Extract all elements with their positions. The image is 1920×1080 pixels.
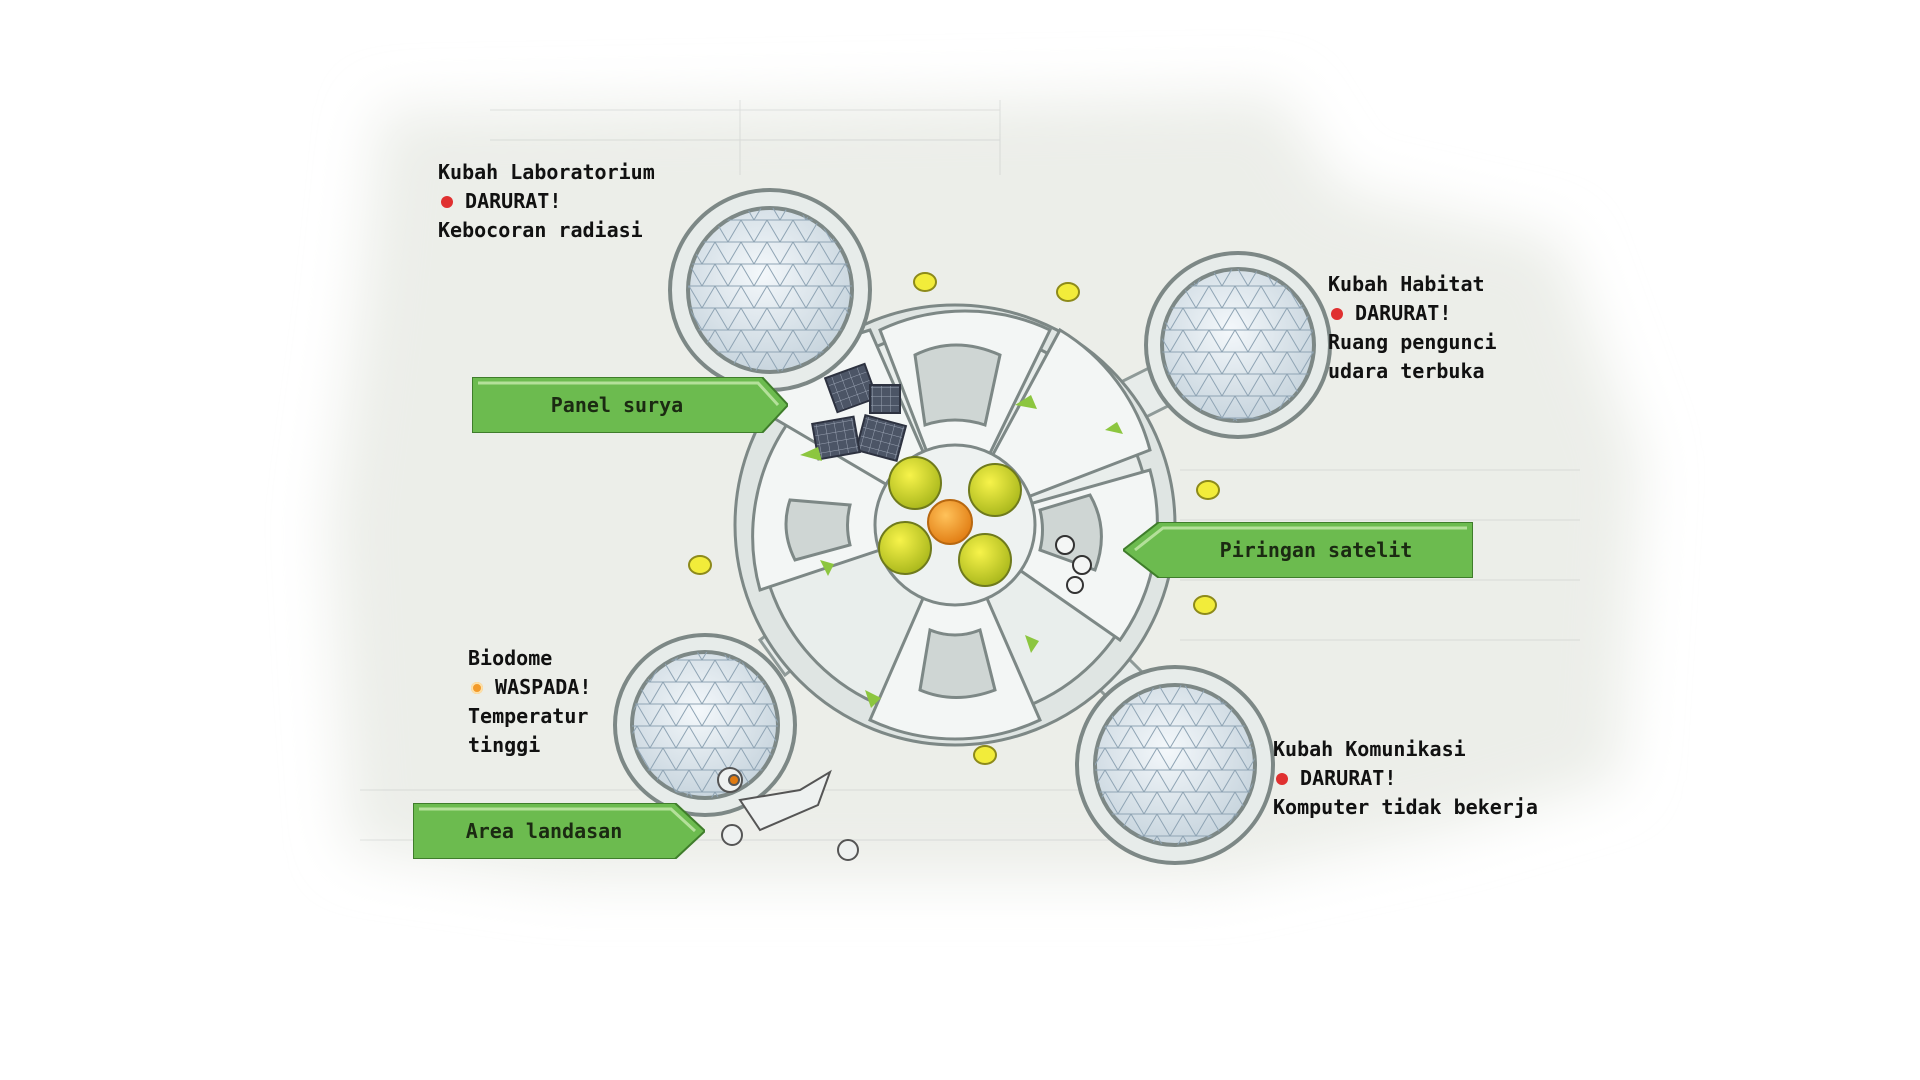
communication-title: Kubah Komunikasi xyxy=(1273,737,1466,761)
dome-biodome xyxy=(613,633,797,817)
biodome-detail-1: Temperatur xyxy=(468,704,589,728)
callout-solar-panel-label: Panel surya xyxy=(550,393,684,417)
laboratory-detail-1: Kebocoran radiasi xyxy=(438,218,643,242)
biodome-title: Biodome xyxy=(468,646,553,670)
warning-dot-icon xyxy=(471,682,483,694)
callout-satellite-dish-label: Piringan satelit xyxy=(1219,538,1413,562)
communication-status: DARURAT! xyxy=(1273,764,1538,793)
biodome-status: WASPADA! xyxy=(468,673,591,702)
label-laboratory: Kubah Laboratorium DARURAT! Kebocoran ra… xyxy=(438,158,655,245)
laboratory-title: Kubah Laboratorium xyxy=(438,160,655,184)
emergency-dot-icon xyxy=(441,196,453,208)
solar-panels xyxy=(811,362,908,463)
habitat-title: Kubah Habitat xyxy=(1328,272,1485,296)
callout-landing-area-label: Area landasan xyxy=(465,819,623,843)
biodome-status-text: WASPADA! xyxy=(495,675,592,699)
dome-laboratory xyxy=(668,188,872,392)
habitat-detail-1: Ruang pengunci xyxy=(1328,330,1497,354)
laboratory-status-text: DARURAT! xyxy=(465,189,562,213)
satellite-dishes xyxy=(1055,535,1092,594)
emergency-dot-icon xyxy=(1276,773,1288,785)
callout-solar-panel: Panel surya xyxy=(472,377,788,433)
communication-detail-1: Komputer tidak bekerja xyxy=(1273,795,1538,819)
label-habitat: Kubah Habitat DARURAT! Ruang pengunci ud… xyxy=(1328,270,1497,386)
biodome-detail-2: tinggi xyxy=(468,733,541,757)
emergency-dot-icon xyxy=(1331,308,1343,320)
dome-communication xyxy=(1075,665,1275,865)
habitat-status-text: DARURAT! xyxy=(1355,301,1452,325)
callout-landing-area: Area landasan xyxy=(413,803,705,859)
dome-habitat xyxy=(1144,251,1332,439)
central-hub xyxy=(733,303,1177,747)
laboratory-status: DARURAT! xyxy=(438,187,655,216)
label-biodome: Biodome WASPADA! Temperatur tinggi xyxy=(468,644,591,760)
habitat-detail-2: udara terbuka xyxy=(1328,359,1485,383)
communication-status-text: DARURAT! xyxy=(1300,766,1397,790)
habitat-status: DARURAT! xyxy=(1328,299,1497,328)
landing-vehicle xyxy=(717,767,859,861)
label-communication: Kubah Komunikasi DARURAT! Komputer tidak… xyxy=(1273,735,1538,822)
callout-satellite-dish: Piringan satelit xyxy=(1123,522,1473,578)
